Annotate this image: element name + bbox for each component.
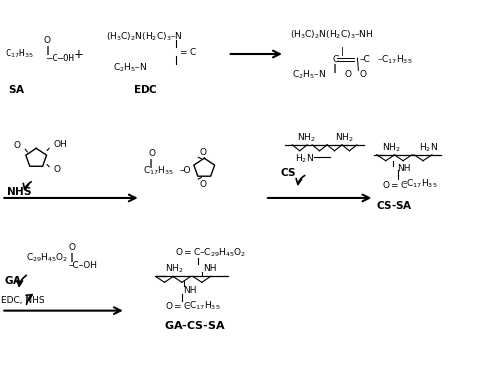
Text: $\|$: $\|$ [332,62,337,75]
Text: H$_2$N: H$_2$N [295,153,314,165]
Text: –C–OH: –C–OH [47,54,74,64]
Text: NH$_2$: NH$_2$ [334,131,353,144]
Text: $\mathbf{NHS}$: $\mathbf{NHS}$ [6,185,32,196]
Text: C$_2$H$_5$–N: C$_2$H$_5$–N [114,62,148,74]
Text: NH: NH [203,264,216,273]
Text: EDC, NHS: EDC, NHS [2,296,45,305]
Text: O$=$C: O$=$C [166,300,192,311]
Text: $|$: $|$ [340,45,344,58]
Text: $\mathbf{CS}$: $\mathbf{CS}$ [280,166,296,178]
Text: NH$_2$: NH$_2$ [297,131,316,144]
Text: O: O [148,149,155,158]
Text: –O: –O [180,166,191,175]
Text: $\|$: $\|$ [44,44,50,57]
Text: NH: NH [183,286,196,295]
Text: –C$_{17}$H$_{35}$: –C$_{17}$H$_{35}$ [186,300,221,312]
Text: O: O [360,70,366,79]
Text: –C$_{17}$H$_{35}$: –C$_{17}$H$_{35}$ [377,54,412,66]
Text: OH: OH [54,140,68,149]
Text: –C$_{17}$H$_{35}$: –C$_{17}$H$_{35}$ [402,178,437,190]
Text: O: O [54,165,60,173]
Text: O: O [14,141,21,151]
Text: NH$_2$: NH$_2$ [382,141,400,154]
Text: O: O [344,70,352,79]
Text: NH$_2$: NH$_2$ [166,263,184,275]
Text: C$_2$H$_5$–N: C$_2$H$_5$–N [292,69,326,81]
Text: –C: –C [360,56,370,64]
Text: C$_{29}$H$_{45}$O$_2$: C$_{29}$H$_{45}$O$_2$ [26,251,68,264]
Text: –C–OH: –C–OH [68,262,98,270]
Text: $\|$: $\|$ [68,251,73,264]
Text: $\mathbf{EDC}$: $\mathbf{EDC}$ [134,83,158,95]
Text: O: O [200,180,207,188]
Text: (H$_3$C)$_2$N(H$_2$C)$_3$–NH: (H$_3$C)$_2$N(H$_2$C)$_3$–NH [290,29,373,41]
Text: O: O [68,243,75,252]
Text: C: C [332,56,338,64]
Text: $\|$: $\|$ [148,157,153,170]
Text: $\mathbf{CS}$-$\mathbf{SA}$: $\mathbf{CS}$-$\mathbf{SA}$ [376,200,412,211]
Text: $\mathbf{GA}$-$\mathbf{CS}$-$\mathbf{SA}$: $\mathbf{GA}$-$\mathbf{CS}$-$\mathbf{SA}… [164,319,226,331]
Text: C$_{17}$H$_{35}$: C$_{17}$H$_{35}$ [143,164,174,177]
Text: C$_{17}$H$_{35}$: C$_{17}$H$_{35}$ [6,48,34,60]
Text: $\overset{}{=}$C: $\overset{}{=}$C [178,46,197,57]
Text: O: O [44,36,51,44]
Text: (H$_3$C)$_2$N(H$_2$C)$_3$–N: (H$_3$C)$_2$N(H$_2$C)$_3$–N [106,30,182,43]
Text: O$=$C–C$_{29}$H$_{45}$O$_2$: O$=$C–C$_{29}$H$_{45}$O$_2$ [176,246,246,259]
Text: O$=$C: O$=$C [382,178,407,190]
Text: $\mathbf{SA}$: $\mathbf{SA}$ [8,83,25,95]
Text: NH: NH [396,164,410,173]
Text: $+$: $+$ [73,47,84,61]
Text: $\mathbf{GA}$: $\mathbf{GA}$ [4,274,22,286]
Text: H$_2$N: H$_2$N [419,141,438,154]
Text: O: O [200,148,207,157]
